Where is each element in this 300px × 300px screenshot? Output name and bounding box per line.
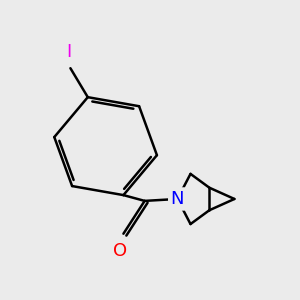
Text: O: O: [112, 242, 127, 260]
Text: I: I: [66, 43, 71, 61]
Text: N: N: [171, 190, 184, 208]
